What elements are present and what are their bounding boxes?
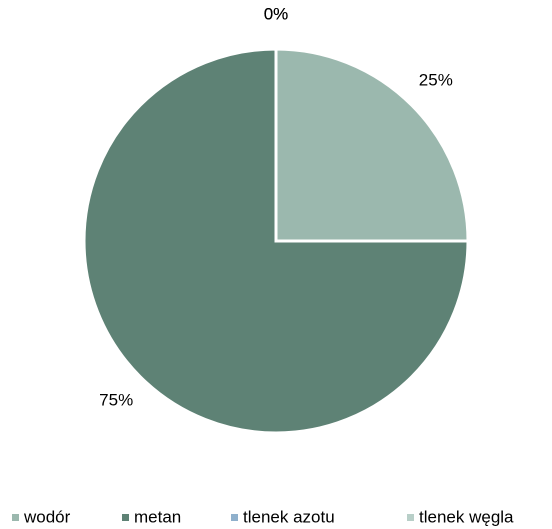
pie-slice: [274, 47, 470, 243]
legend-marker: [122, 514, 129, 521]
legend-label: wodór: [23, 507, 71, 526]
legend-marker: [407, 514, 414, 521]
data-label: 25%: [419, 71, 453, 90]
legend-label: tlenek azotu: [243, 507, 335, 526]
legend-marker: [12, 514, 19, 521]
data-label: 0%: [264, 4, 289, 23]
data-label: 0%: [264, 4, 289, 23]
legend-label: metan: [134, 507, 181, 526]
pie-slice: [82, 47, 470, 435]
legend-marker: [231, 514, 238, 521]
legend-label: tlenek węgla: [419, 507, 514, 526]
data-label: 75%: [99, 390, 133, 409]
